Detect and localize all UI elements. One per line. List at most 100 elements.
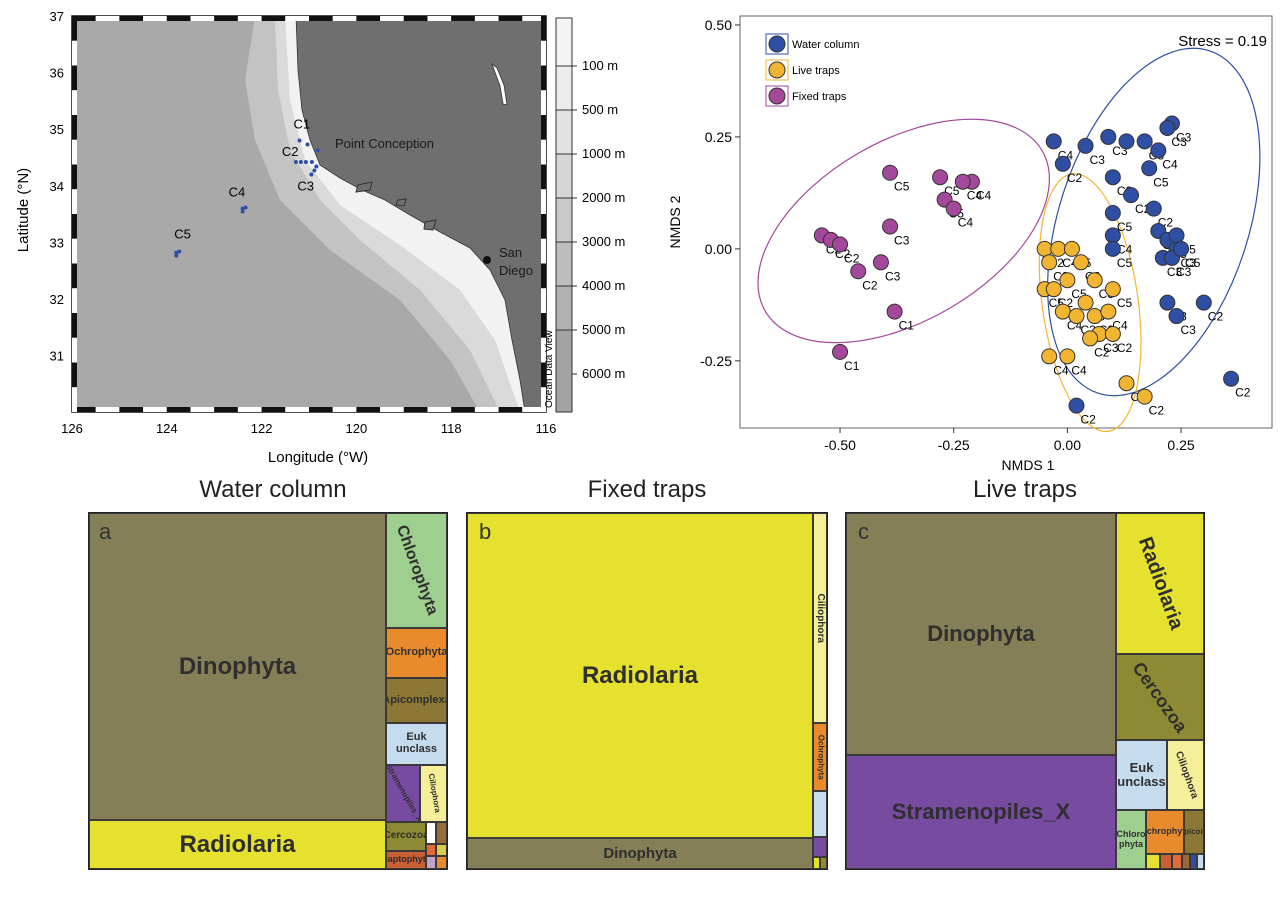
- frame-tick: [261, 16, 286, 21]
- group-ellipse: [1038, 173, 1142, 433]
- depth-legend-label: 6000 m: [582, 366, 625, 381]
- point-conception-label: Point Conception: [335, 136, 434, 151]
- frame-tick: [285, 16, 309, 21]
- treemap-cell: Chloro phyta: [1116, 810, 1146, 869]
- nmds-point: [1104, 325, 1121, 342]
- nmds-point: [1045, 133, 1062, 150]
- treemap-cell: Cercozoa: [1116, 654, 1204, 740]
- nmds-point: [1136, 388, 1153, 405]
- depth-bar: [555, 65, 573, 111]
- nmds-point: [1100, 128, 1117, 145]
- nmds-point: [872, 254, 889, 271]
- treemap-cell: Radiolaria: [1116, 513, 1204, 654]
- nmds-point: [954, 173, 971, 190]
- frame-tick: [380, 16, 404, 21]
- nmds-point: [1082, 330, 1099, 347]
- depth-legend-label: 1000 m: [582, 146, 625, 161]
- treemap-cell: [436, 856, 447, 869]
- frame-tick: [474, 16, 499, 21]
- map-x-tick-label: 116: [536, 421, 557, 436]
- nmds-point: [1141, 160, 1158, 177]
- treemap-cell: Dinophyta: [467, 838, 813, 869]
- stress-annotation: Stress = 0.19: [1178, 33, 1267, 50]
- nmds-point: [1077, 294, 1094, 311]
- nmds-point-label: C2: [1235, 386, 1251, 400]
- frame-tick: [237, 407, 262, 412]
- frame-tick: [451, 16, 475, 21]
- map-stations: C1 C2 C3 C4 C5: [174, 117, 320, 258]
- station-marker: [314, 164, 319, 169]
- treemap-cell: Apicomplexa: [386, 678, 447, 723]
- nmds-point-label: C1: [844, 359, 860, 373]
- legend-marker: [768, 87, 786, 105]
- nmds-point: [1104, 169, 1121, 186]
- frame-tick: [72, 16, 77, 41]
- nmds-y-tick-label: -0.25: [700, 353, 732, 369]
- treemap-cell: [813, 837, 827, 857]
- depth-legend-label: 5000 m: [582, 322, 625, 337]
- nmds-point: [1063, 240, 1080, 257]
- station-label: C5: [174, 227, 191, 242]
- frame-tick: [72, 263, 77, 289]
- nmds-point: [850, 263, 867, 280]
- station-marker: [303, 160, 308, 165]
- nmds-point: [1050, 240, 1067, 257]
- nmds-point: [1059, 348, 1076, 365]
- treemap-cell: Ciliophora: [813, 513, 827, 723]
- nmds-point-label: C3: [1167, 265, 1183, 279]
- frame-tick: [541, 90, 546, 115]
- station-marker: [309, 172, 314, 177]
- legend-label: Live traps: [792, 65, 840, 77]
- nmds-point-label: C2: [1094, 345, 1110, 359]
- frame-tick: [474, 407, 499, 412]
- nmds-point-label: C3: [1103, 341, 1119, 355]
- map-y-label: Latitude (°N): [15, 168, 32, 252]
- frame-tick: [214, 407, 238, 412]
- frame-tick: [143, 407, 167, 412]
- frame-tick: [541, 337, 546, 363]
- treemap-cell: Euk unclass: [386, 723, 447, 765]
- nmds-point: [882, 218, 899, 235]
- depth-bar: [555, 153, 573, 199]
- frame-tick: [72, 313, 77, 338]
- nmds-point: [932, 169, 949, 186]
- nmds-point: [1041, 348, 1058, 365]
- station-marker: [297, 138, 302, 143]
- legend-label: Fixed traps: [792, 91, 847, 103]
- treemap-cell: [1182, 854, 1190, 869]
- treemap-cell: [426, 856, 436, 869]
- frame-tick: [285, 407, 309, 412]
- frame-tick: [541, 387, 546, 412]
- nmds-point: [1136, 133, 1153, 150]
- nmds-point-label: C3: [885, 269, 901, 283]
- frame-tick: [403, 16, 428, 21]
- nmds-ellipses: [757, 47, 1261, 433]
- ocean-data-view-watermark: Ocean Data View: [544, 330, 555, 408]
- panel-letter: a: [99, 519, 112, 544]
- nmds-point: [886, 303, 903, 320]
- nmds-point-label: C3: [1090, 153, 1106, 167]
- nmds-legend: Water column Live traps Fixed traps: [765, 33, 859, 107]
- depth-bar: [555, 197, 573, 243]
- treemap-cell: [436, 822, 447, 844]
- depth-legend: 100 m 500 m 1000 m 2000 m 3000 m 4000 m 5000 m…: [555, 17, 625, 413]
- frame-tick: [72, 90, 77, 115]
- frame-tick: [541, 214, 546, 239]
- nmds-point: [1036, 240, 1053, 257]
- nmds-point-label: C5: [1185, 256, 1201, 270]
- map-x-label: Longitude (°W): [268, 449, 368, 466]
- frame-tick: [72, 362, 77, 388]
- frame-tick: [72, 288, 77, 313]
- nmds-frame: [739, 15, 1273, 429]
- nmds-point: [1041, 254, 1058, 271]
- nmds-point: [1159, 119, 1176, 136]
- frame-tick: [119, 16, 144, 21]
- frame-tick: [166, 16, 191, 21]
- station-marker: [177, 249, 182, 254]
- nmds-point: [1145, 200, 1162, 217]
- depth-bar: [555, 241, 573, 287]
- frame-tick: [541, 139, 546, 165]
- treemap-cell: [1160, 854, 1172, 869]
- nmds-point-label: C5: [1117, 220, 1133, 234]
- nmds-point: [1077, 137, 1094, 154]
